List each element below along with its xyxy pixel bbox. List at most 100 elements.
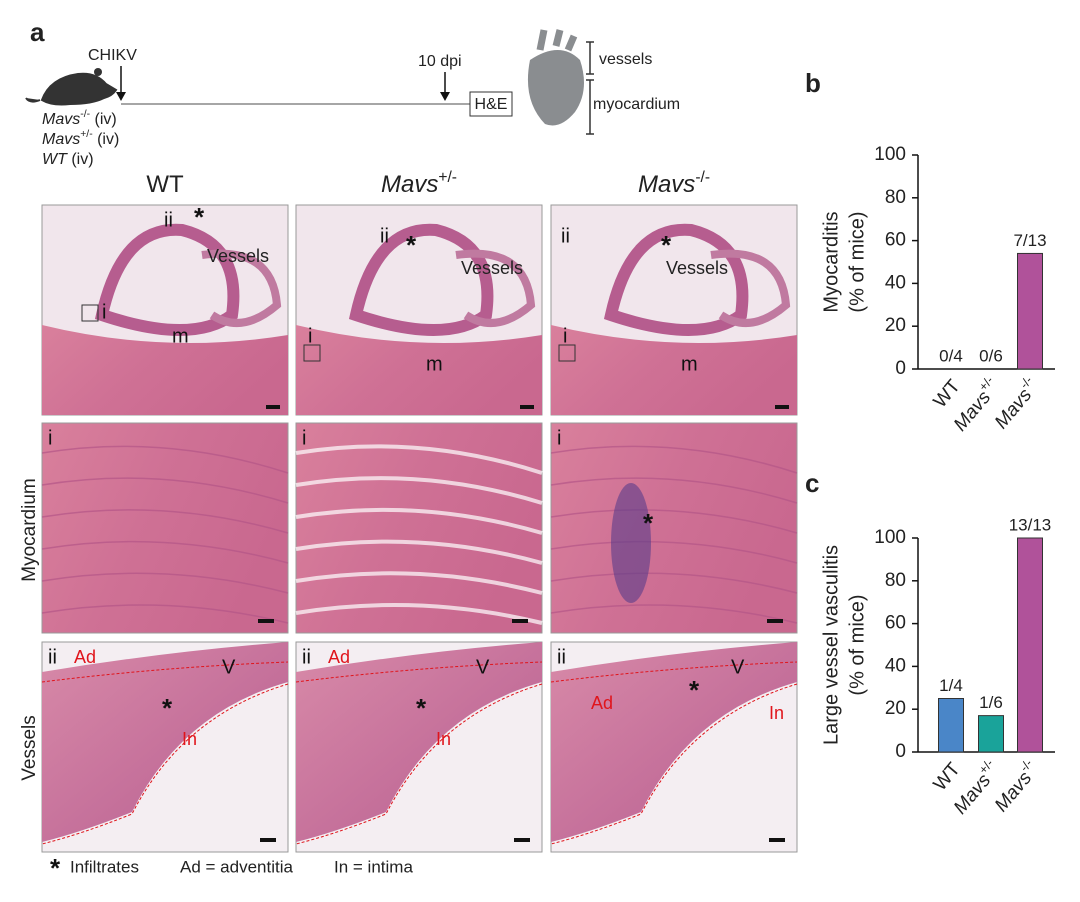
fiber: [41, 604, 289, 624]
heart-part: vessels: [599, 51, 652, 68]
scale-bar: [767, 619, 783, 623]
fiber: [550, 572, 798, 594]
inset-box: [81, 304, 99, 322]
y-axis-label: Large vessel vasculitis: [820, 545, 842, 745]
fiber: [41, 540, 289, 564]
y-tick-label: 80: [885, 187, 906, 208]
bar: [1017, 537, 1043, 753]
scale-bar: [775, 405, 789, 409]
legend-asterisk: *: [50, 853, 61, 883]
boundary: [295, 661, 543, 683]
fiber: [41, 509, 289, 534]
fiber: [295, 539, 543, 565]
vessel-label: In: [182, 729, 197, 749]
scale-bar: [769, 838, 785, 842]
vessel-label: In: [436, 729, 451, 749]
scale-bar: [266, 405, 280, 409]
vessel-label: V: [476, 656, 490, 678]
inset-box: [558, 344, 576, 362]
vessel-label: In: [769, 703, 784, 723]
fiber: [550, 445, 798, 474]
stain-box: [469, 91, 513, 117]
y-tick-label: 0: [895, 358, 906, 379]
arrow-head: [440, 92, 450, 101]
boundary: [41, 661, 289, 683]
fiber: [41, 477, 289, 504]
vessel-label: V: [731, 656, 745, 678]
bar: [978, 715, 1004, 753]
scale-bar: [258, 619, 274, 623]
inset-label: i: [308, 325, 312, 347]
heart-vessels: [536, 29, 578, 52]
infiltrate: *: [661, 230, 672, 260]
y-tick-label: 0: [895, 741, 906, 762]
vessel-label: Ad: [328, 647, 350, 667]
column-header: Mavs+/-: [381, 169, 457, 199]
infiltrate: *: [416, 693, 427, 723]
infection-label: CHIKV: [88, 47, 137, 64]
bracket: [586, 41, 594, 135]
arrow-head: [116, 92, 126, 101]
fiber: [295, 603, 543, 625]
vessel-wall: [201, 249, 282, 327]
vessel-tissue: [296, 642, 542, 842]
y-axis-label: (% of mice): [846, 594, 868, 695]
heart-part: myocardium: [593, 96, 680, 113]
vessel-wall: [603, 223, 749, 336]
timepoint-label: 10 dpi: [418, 53, 462, 70]
bar: [938, 698, 964, 753]
tissue: [42, 325, 288, 415]
value-label: 0/4: [939, 346, 963, 365]
vessel-wall: [348, 223, 494, 336]
fiber: [295, 571, 543, 595]
fiber: [550, 477, 798, 504]
y-tick-label: 20: [885, 698, 906, 719]
vessel-label: V: [222, 656, 236, 678]
bar: [1017, 252, 1043, 370]
vessel-label: Ad: [74, 647, 96, 667]
fiber: [295, 476, 543, 505]
legend-item: Infiltrates: [70, 857, 139, 876]
scale-bar: [520, 405, 534, 409]
boundary: [41, 683, 289, 845]
vessel-tissue: [551, 642, 797, 842]
vessel-label: Ad: [591, 693, 613, 713]
inset-label: ii: [302, 646, 311, 668]
region-label: Vessels: [461, 258, 523, 278]
y-tick-label: 100: [874, 527, 906, 548]
fiber: [550, 604, 798, 624]
y-tick-label: 80: [885, 570, 906, 591]
y-tick-label: 60: [885, 613, 906, 634]
region-label: m: [172, 325, 189, 347]
fiber: [550, 509, 798, 534]
inset-label: ii: [561, 225, 570, 247]
mouse-icon: [25, 72, 118, 106]
inset-label: ii: [48, 646, 57, 668]
scale-bar: [514, 838, 530, 842]
y-tick-label: 60: [885, 230, 906, 251]
legend-item: Ad = adventitia: [180, 857, 293, 876]
boundary: [550, 661, 798, 683]
fiber: [295, 444, 543, 475]
region-label: m: [426, 353, 443, 375]
vessel-wall: [710, 249, 791, 327]
panel-label: b: [805, 68, 821, 98]
y-axis-label: (% of mice): [846, 211, 868, 312]
infiltrate: *: [643, 508, 654, 538]
fiber: [295, 507, 543, 535]
column-header: Mavs-/-: [638, 169, 710, 199]
x-tick-label: Mavs-/-: [988, 757, 1044, 817]
tissue: [551, 325, 797, 415]
y-tick-label: 20: [885, 315, 906, 336]
inset-label: ii: [557, 646, 566, 668]
scale-bar: [512, 619, 528, 623]
infiltrate-cells: [611, 483, 651, 603]
mouse-ear: [94, 68, 102, 76]
x-tick-label: WT: [930, 376, 965, 412]
heart-icon: [527, 50, 584, 126]
vessel-tissue: [42, 642, 288, 842]
myocardium-image: [550, 422, 798, 634]
y-tick-label: 100: [874, 144, 906, 165]
region-label: Vessels: [207, 246, 269, 266]
